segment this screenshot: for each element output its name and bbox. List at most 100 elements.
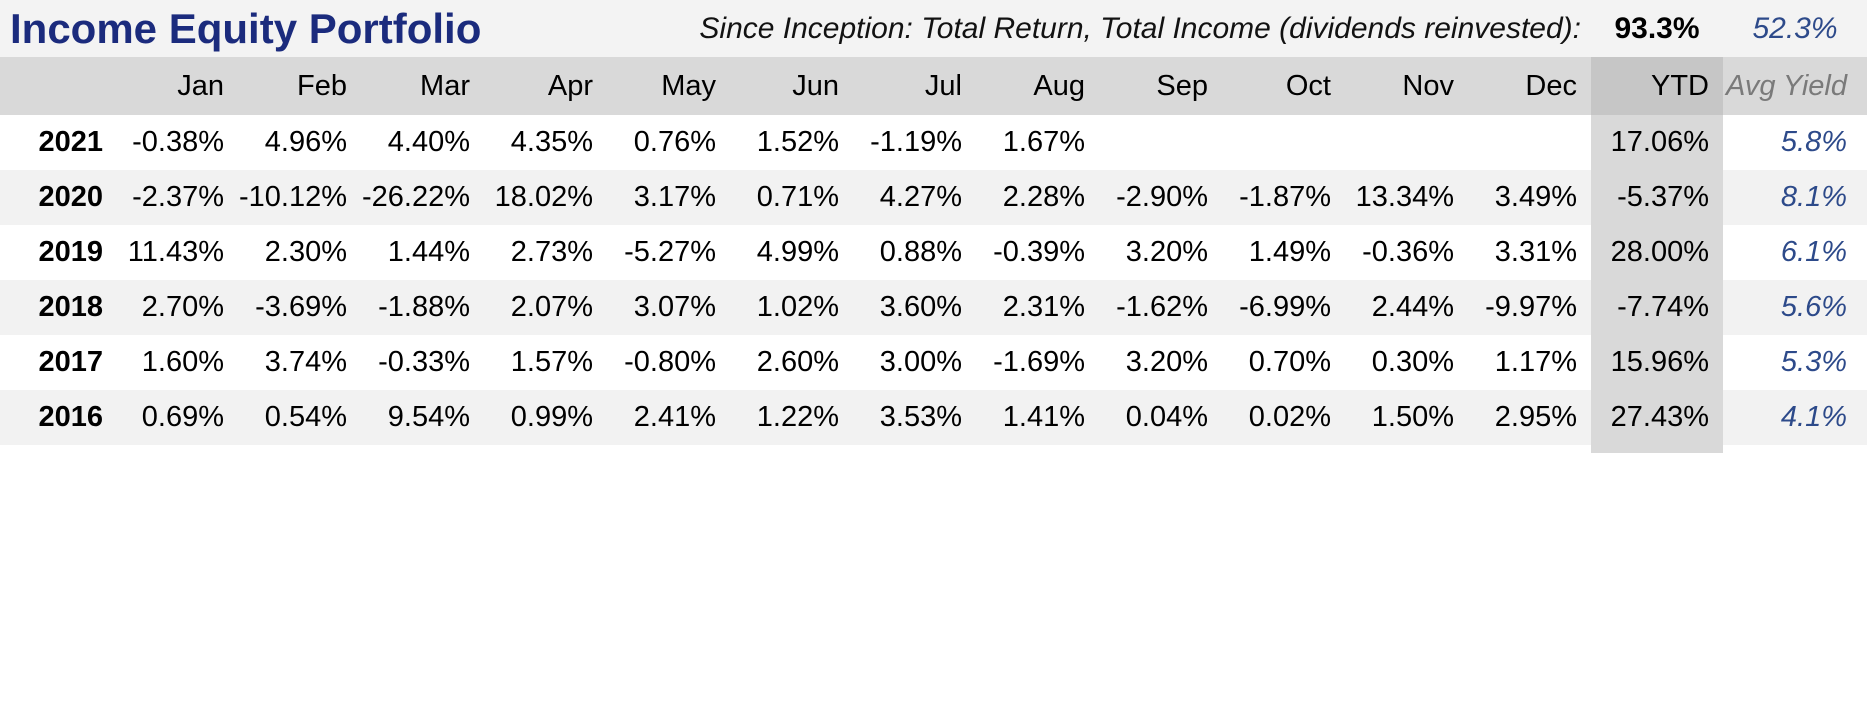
monthly-return-cell: 1.52% <box>730 115 853 170</box>
monthly-return-cell: -10.12% <box>238 170 361 225</box>
monthly-return-cell: -2.90% <box>1099 170 1222 225</box>
monthly-return-cell: 1.17% <box>1468 335 1591 390</box>
page-title: Income Equity Portfolio <box>10 4 482 52</box>
monthly-return-cell: 1.67% <box>976 115 1099 170</box>
ytd-cell: -5.37% <box>1591 170 1723 225</box>
avg-yield-cell: 5.6% <box>1723 280 1867 335</box>
monthly-return-cell: 0.04% <box>1099 390 1222 445</box>
ytd-column-footer <box>1591 445 1723 453</box>
monthly-return-cell: 3.60% <box>853 280 976 335</box>
monthly-return-cell: 3.74% <box>238 335 361 390</box>
monthly-return-cell <box>1099 115 1222 170</box>
monthly-return-cell: 0.69% <box>115 390 238 445</box>
monthly-return-cell: -26.22% <box>361 170 484 225</box>
total-return-value: 93.3% <box>1614 11 1700 45</box>
monthly-return-cell: 4.99% <box>730 225 853 280</box>
ytd-cell: 17.06% <box>1591 115 1723 170</box>
year-label: 2016 <box>0 390 115 445</box>
header-row: Jan Feb Mar Apr May Jun Jul Aug Sep Oct … <box>0 57 1867 115</box>
monthly-return-cell: 3.20% <box>1099 335 1222 390</box>
monthly-return-cell: 1.57% <box>484 335 607 390</box>
monthly-return-cell: 4.40% <box>361 115 484 170</box>
monthly-return-cell: 1.22% <box>730 390 853 445</box>
monthly-return-cell: -1.69% <box>976 335 1099 390</box>
monthly-return-cell: -1.19% <box>853 115 976 170</box>
monthly-return-cell: -0.39% <box>976 225 1099 280</box>
title-bar: Income Equity Portfolio Since Inception:… <box>0 0 1867 57</box>
monthly-return-cell: 13.34% <box>1345 170 1468 225</box>
col-header-oct: Oct <box>1222 57 1345 115</box>
monthly-return-cell: 0.02% <box>1222 390 1345 445</box>
col-header-jun: Jun <box>730 57 853 115</box>
monthly-return-cell: 2.31% <box>976 280 1099 335</box>
table-row-2017: 2017 1.60% 3.74% -0.33% 1.57% -0.80% 2.6… <box>0 335 1867 390</box>
ytd-cell: 15.96% <box>1591 335 1723 390</box>
since-inception-label: Since Inception: Total Return, Total Inc… <box>699 11 1581 45</box>
avg-yield-cell: 6.1% <box>1723 225 1867 280</box>
ytd-cell: 28.00% <box>1591 225 1723 280</box>
monthly-return-cell: -1.88% <box>361 280 484 335</box>
monthly-return-cell: -9.97% <box>1468 280 1591 335</box>
monthly-return-cell: 0.30% <box>1345 335 1468 390</box>
col-header-feb: Feb <box>238 57 361 115</box>
table-body: 2021 -0.38% 4.96% 4.40% 4.35% 0.76% 1.52… <box>0 115 1867 445</box>
avg-yield-cell: 5.8% <box>1723 115 1867 170</box>
returns-table: Jan Feb Mar Apr May Jun Jul Aug Sep Oct … <box>0 57 1867 445</box>
monthly-return-cell: 4.96% <box>238 115 361 170</box>
avg-yield-cell: 4.1% <box>1723 390 1867 445</box>
monthly-return-cell: -6.99% <box>1222 280 1345 335</box>
col-header-ytd: YTD <box>1591 57 1723 115</box>
table-row-2016: 2016 0.69% 0.54% 9.54% 0.99% 2.41% 1.22%… <box>0 390 1867 445</box>
monthly-return-cell: 3.07% <box>607 280 730 335</box>
monthly-return-cell: -3.69% <box>238 280 361 335</box>
monthly-return-cell: -2.37% <box>115 170 238 225</box>
col-header-sep: Sep <box>1099 57 1222 115</box>
monthly-return-cell: 4.35% <box>484 115 607 170</box>
monthly-return-cell <box>1468 115 1591 170</box>
avg-yield-cell: 8.1% <box>1723 170 1867 225</box>
monthly-return-cell: 18.02% <box>484 170 607 225</box>
monthly-return-cell: 1.60% <box>115 335 238 390</box>
monthly-return-cell: 11.43% <box>115 225 238 280</box>
ytd-cell: -7.74% <box>1591 280 1723 335</box>
monthly-return-cell: 3.31% <box>1468 225 1591 280</box>
col-header-aug: Aug <box>976 57 1099 115</box>
monthly-return-cell: -0.33% <box>361 335 484 390</box>
monthly-return-cell <box>1345 115 1468 170</box>
year-label: 2021 <box>0 115 115 170</box>
monthly-return-cell: 2.41% <box>607 390 730 445</box>
monthly-return-cell: -5.27% <box>607 225 730 280</box>
col-header-avg-yield: Avg Yield <box>1723 57 1867 115</box>
monthly-return-cell: 9.54% <box>361 390 484 445</box>
monthly-return-cell: -0.80% <box>607 335 730 390</box>
monthly-return-cell: 2.60% <box>730 335 853 390</box>
monthly-return-cell: -1.87% <box>1222 170 1345 225</box>
col-header-mar: Mar <box>361 57 484 115</box>
col-header-nov: Nov <box>1345 57 1468 115</box>
year-label: 2019 <box>0 225 115 280</box>
monthly-return-cell: 2.28% <box>976 170 1099 225</box>
monthly-return-cell: 2.73% <box>484 225 607 280</box>
monthly-return-cell: 0.70% <box>1222 335 1345 390</box>
monthly-return-cell: 2.95% <box>1468 390 1591 445</box>
monthly-return-cell: 1.44% <box>361 225 484 280</box>
year-label: 2020 <box>0 170 115 225</box>
monthly-return-cell: 0.88% <box>853 225 976 280</box>
monthly-return-cell: 3.00% <box>853 335 976 390</box>
table-row-2020: 2020 -2.37% -10.12% -26.22% 18.02% 3.17%… <box>0 170 1867 225</box>
table-row-2018: 2018 2.70% -3.69% -1.88% 2.07% 3.07% 1.0… <box>0 280 1867 335</box>
table-header: Jan Feb Mar Apr May Jun Jul Aug Sep Oct … <box>0 57 1867 115</box>
table-row-2019: 2019 11.43% 2.30% 1.44% 2.73% -5.27% 4.9… <box>0 225 1867 280</box>
monthly-return-cell: 0.99% <box>484 390 607 445</box>
monthly-return-cell: 0.71% <box>730 170 853 225</box>
col-header-may: May <box>607 57 730 115</box>
col-header-apr: Apr <box>484 57 607 115</box>
monthly-return-cell: 3.49% <box>1468 170 1591 225</box>
monthly-return-cell: 2.07% <box>484 280 607 335</box>
ytd-cell: 27.43% <box>1591 390 1723 445</box>
monthly-return-cell: 2.44% <box>1345 280 1468 335</box>
monthly-return-cell: 3.53% <box>853 390 976 445</box>
col-header-jan: Jan <box>115 57 238 115</box>
monthly-return-cell: 4.27% <box>853 170 976 225</box>
col-header-jul: Jul <box>853 57 976 115</box>
